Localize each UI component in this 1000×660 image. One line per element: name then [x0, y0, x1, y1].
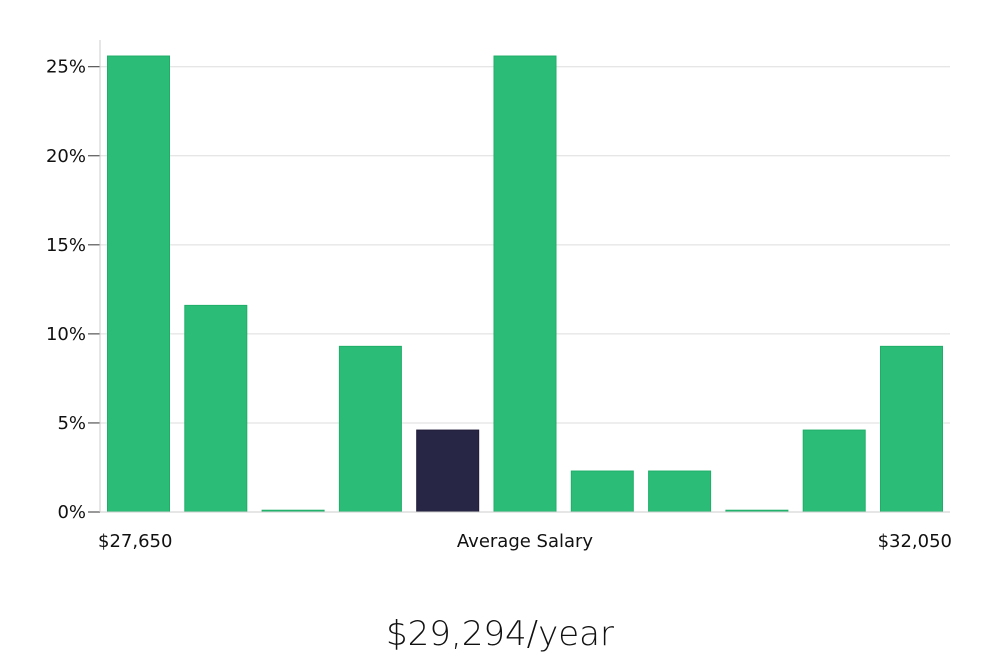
bar-highlighted — [416, 429, 480, 513]
y-tick-label: 5% — [57, 413, 86, 434]
y-tick-label: 20% — [46, 146, 86, 167]
bar — [802, 429, 866, 513]
bar — [107, 55, 170, 513]
y-tick-label: 15% — [46, 235, 86, 256]
y-tick-label: 0% — [57, 502, 86, 523]
salary-distribution-chart: 0%5%10%15%20%25% $27,650 Average Salary … — [46, 40, 952, 552]
bars — [107, 55, 943, 513]
x-max-label: $32,050 — [878, 531, 952, 552]
bar — [648, 470, 712, 513]
x-axis-label: Average Salary — [457, 531, 594, 552]
bar — [338, 345, 402, 513]
bar — [880, 345, 943, 513]
average-salary-caption: $29,294/year — [386, 614, 614, 654]
y-tick-labels: 0% 5% 10% 15% 20% 25% — [46, 57, 86, 523]
x-min-label: $27,650 — [98, 531, 172, 552]
y-tick-label: 25% — [46, 57, 86, 78]
y-tick-label: 10% — [46, 324, 86, 345]
axes — [88, 40, 950, 513]
bar — [184, 304, 248, 513]
bar — [493, 55, 557, 513]
bar — [570, 470, 634, 513]
